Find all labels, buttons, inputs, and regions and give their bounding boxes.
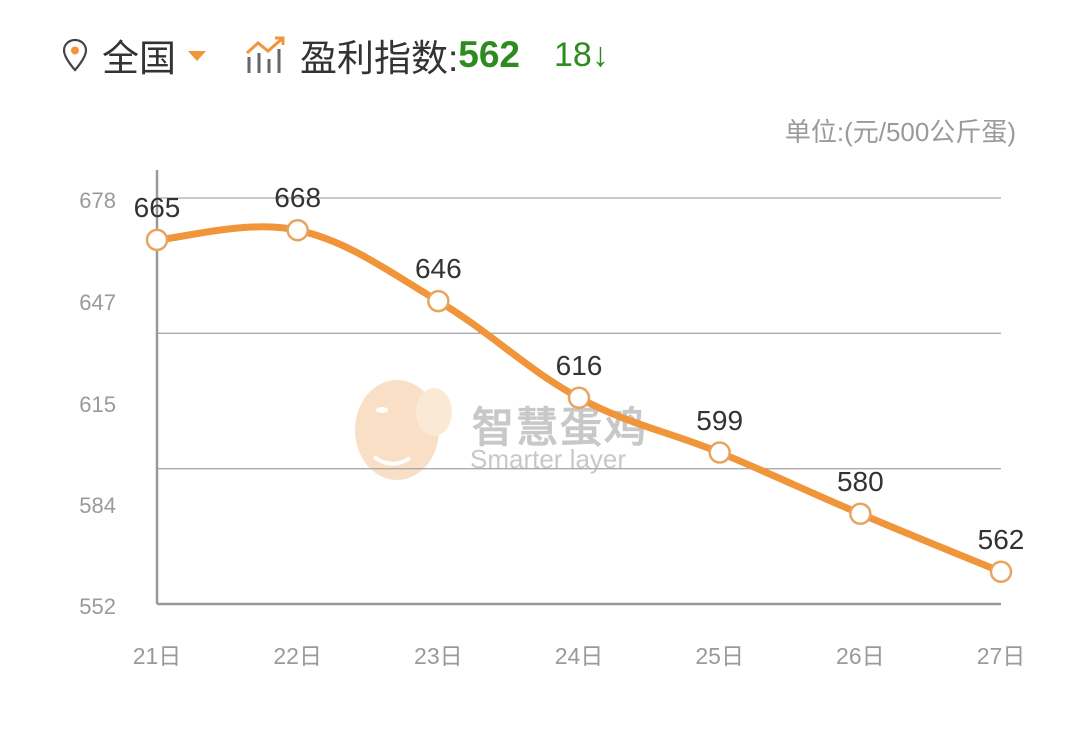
- trend-chart-icon: [245, 36, 285, 73]
- data-point[interactable]: [286, 218, 309, 242]
- x-tick-label: 27日: [976, 643, 1026, 669]
- data-label: 668: [274, 182, 322, 214]
- watermark-title: 智慧蛋鸡: [472, 404, 649, 451]
- x-tick-label: 24日: [554, 643, 604, 669]
- data-point[interactable]: [989, 560, 1013, 584]
- data-point[interactable]: [145, 228, 169, 252]
- data-label: 646: [414, 253, 462, 285]
- x-tick-label: 23日: [414, 643, 463, 669]
- data-label: 665: [133, 191, 181, 223]
- x-tick-label: 26日: [836, 643, 885, 669]
- data-point[interactable]: [708, 441, 731, 464]
- y-tick-label: 678: [79, 188, 116, 213]
- data-label: 562: [977, 523, 1025, 555]
- data-label: 580: [836, 465, 884, 497]
- x-tick-label: 22日: [273, 643, 322, 669]
- index-label: 盈利指数:: [300, 38, 459, 79]
- y-tick-label: 552: [79, 594, 116, 619]
- caret-down-icon[interactable]: [188, 51, 206, 61]
- index-value: 562: [458, 34, 521, 75]
- data-point[interactable]: [849, 502, 872, 526]
- unit-label: 单位:(元/500公斤蛋): [784, 117, 1016, 147]
- y-tick-label: 647: [79, 290, 116, 315]
- data-point[interactable]: [427, 289, 450, 313]
- y-tick-label: 584: [79, 493, 116, 518]
- watermark-logo-icon: [355, 380, 452, 480]
- data-point[interactable]: [567, 386, 591, 410]
- map-pin-icon[interactable]: [62, 38, 88, 72]
- header: 全国 盈利指数: 562 18↓: [62, 28, 609, 82]
- x-tick-label: 25日: [695, 643, 744, 669]
- data-label: 599: [696, 404, 744, 436]
- data-label: 616: [555, 349, 603, 381]
- region-selector[interactable]: 全国: [102, 38, 176, 79]
- x-tick-label: 21日: [132, 643, 182, 669]
- y-tick-label: 615: [79, 392, 116, 417]
- index-change: 18↓: [554, 35, 609, 74]
